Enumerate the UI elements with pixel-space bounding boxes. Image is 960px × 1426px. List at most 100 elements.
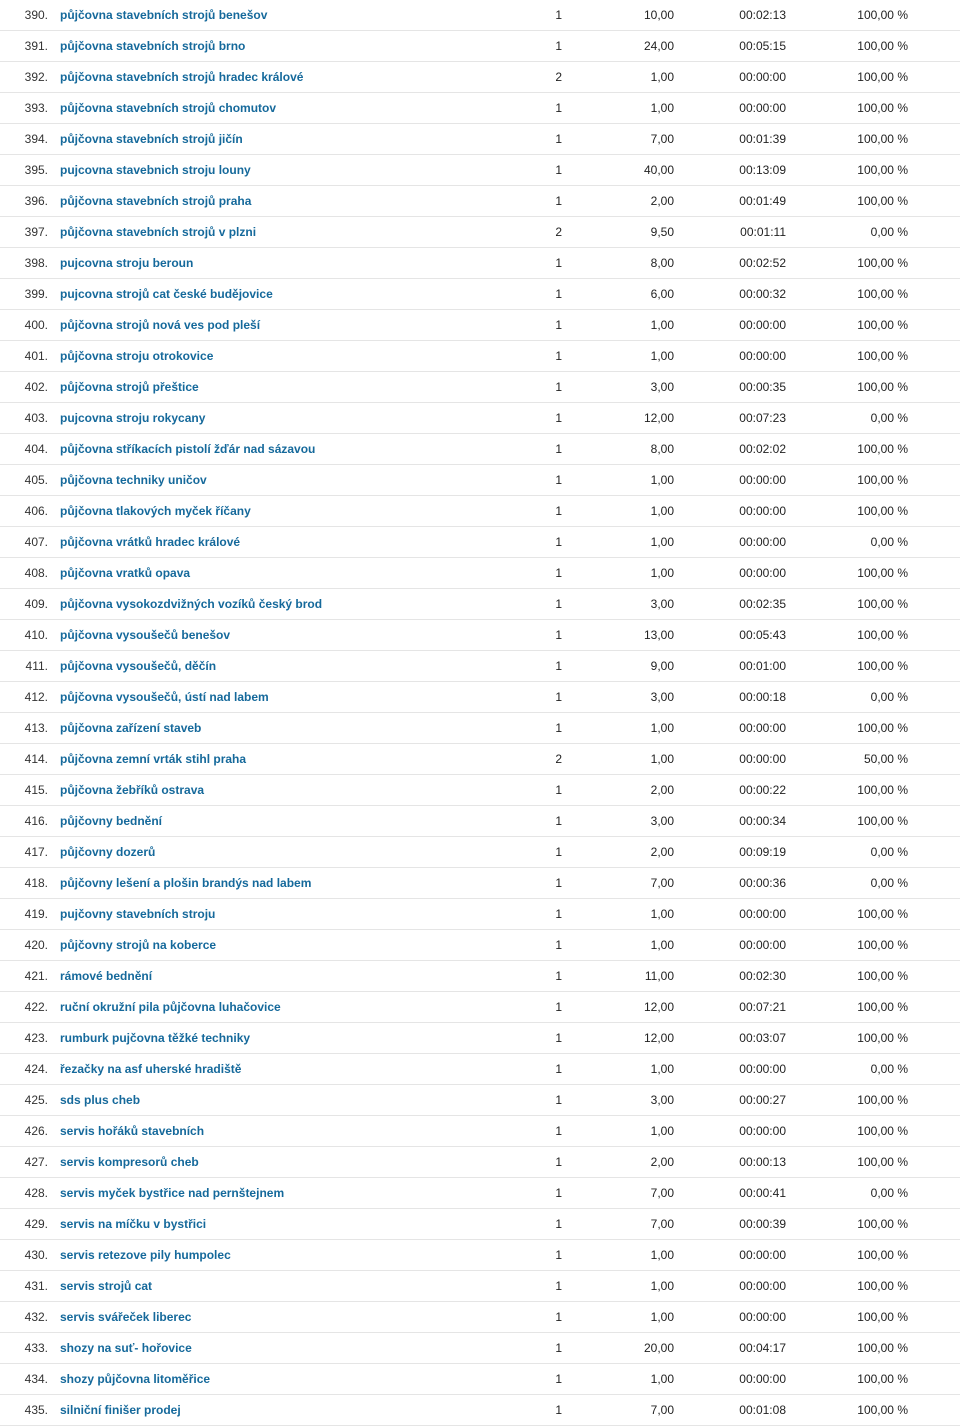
keyword-link[interactable]: pujcovna stavebnich stroju louny [60, 163, 251, 177]
keyword-link[interactable]: pujcovna stroju beroun [60, 256, 193, 270]
keyword-link[interactable]: shozy půjčovna litoměřice [60, 1372, 210, 1386]
keyword-cell: pujcovna stroju beroun [54, 248, 486, 279]
keyword-link[interactable]: půjčovna stavebních strojů chomutov [60, 101, 276, 115]
keyword-cell: půjčovna stavebních strojů jičín [54, 124, 486, 155]
keyword-link[interactable]: rámové bednění [60, 969, 152, 983]
pages-per-visit-cell: 1,00 [568, 558, 680, 589]
keyword-link[interactable]: půjčovna zemní vrták stihl praha [60, 752, 246, 766]
keyword-link[interactable]: půjčovna vrátků hradec králové [60, 535, 240, 549]
keyword-link[interactable]: rumburk pujčovna těžké techniky [60, 1031, 250, 1045]
keyword-cell: shozy půjčovna litoměřice [54, 1364, 486, 1395]
table-row: 409.půjčovna vysokozdvižných vozíků česk… [0, 589, 960, 620]
keyword-link[interactable]: půjčovna vysokozdvižných vozíků český br… [60, 597, 322, 611]
keyword-cell: půjčovna vysoušečů, děčín [54, 651, 486, 682]
pages-per-visit-cell: 24,00 [568, 31, 680, 62]
keyword-link[interactable]: půjčovna vysoušečů benešov [60, 628, 230, 642]
visits-cell: 1 [486, 496, 568, 527]
table-row: 397.půjčovna stavebních strojů v plzni29… [0, 217, 960, 248]
row-index: 397. [0, 217, 54, 248]
keyword-link[interactable]: pujčovny stavebních stroju [60, 907, 215, 921]
table-row: 399.pujcovna strojů cat české budějovice… [0, 279, 960, 310]
avg-duration-cell: 00:13:09 [680, 155, 792, 186]
row-index: 402. [0, 372, 54, 403]
row-index: 395. [0, 155, 54, 186]
table-row: 390.půjčovna stavebních strojů benešov11… [0, 0, 960, 31]
keyword-cell: půjčovny dozerů [54, 837, 486, 868]
row-index: 434. [0, 1364, 54, 1395]
row-index: 412. [0, 682, 54, 713]
keyword-link[interactable]: půjčovna techniky uničov [60, 473, 207, 487]
keyword-link[interactable]: půjčovna stavebních strojů praha [60, 194, 251, 208]
row-index: 404. [0, 434, 54, 465]
pages-per-visit-cell: 1,00 [568, 899, 680, 930]
keyword-link[interactable]: pujcovna stroju rokycany [60, 411, 205, 425]
keyword-link[interactable]: půjčovny strojů na koberce [60, 938, 216, 952]
row-index: 394. [0, 124, 54, 155]
keyword-link[interactable]: půjčovna stavebních strojů brno [60, 39, 245, 53]
avg-duration-cell: 00:07:21 [680, 992, 792, 1023]
keyword-link[interactable]: sds plus cheb [60, 1093, 140, 1107]
keyword-link[interactable]: servis hořáků stavebních [60, 1124, 204, 1138]
row-index: 416. [0, 806, 54, 837]
keyword-cell: půjčovna stavebních strojů brno [54, 31, 486, 62]
keyword-link[interactable]: půjčovna stavebních strojů hradec králov… [60, 70, 303, 84]
keyword-link[interactable]: půjčovny bednění [60, 814, 162, 828]
keyword-link[interactable]: půjčovna stavebních strojů v plzni [60, 225, 256, 239]
keyword-link[interactable]: půjčovna vysoušečů, ústí nad labem [60, 690, 269, 704]
keyword-link[interactable]: půjčovny dozerů [60, 845, 155, 859]
new-visits-percent-cell: 0,00 % [792, 1178, 914, 1209]
new-visits-percent-cell: 100,00 % [792, 434, 914, 465]
pages-per-visit-cell: 1,00 [568, 527, 680, 558]
keyword-cell: půjčovna stavebních strojů chomutov [54, 93, 486, 124]
table-row: 404. půjčovna stříkacích pistolí žďár nad… [0, 434, 960, 465]
keyword-link[interactable]: půjčovna stavebních strojů benešov [60, 8, 267, 22]
bounce-rate-cell: 100,00 % [914, 899, 960, 930]
new-visits-percent-cell: 0,00 % [792, 1054, 914, 1085]
keyword-cell: servis hořáků stavebních [54, 1116, 486, 1147]
keyword-link[interactable]: servis kompresorů cheb [60, 1155, 199, 1169]
keyword-cell: půjčovna stříkacích pistolí žďár nad sáz… [54, 434, 486, 465]
keyword-link[interactable]: půjčovna strojů přeštice [60, 380, 199, 394]
bounce-rate-cell: 100,00 % [914, 496, 960, 527]
pages-per-visit-cell: 20,00 [568, 1333, 680, 1364]
keyword-link[interactable]: půjčovny lešení a plošin brandýs nad lab… [60, 876, 311, 890]
keyword-link[interactable]: servis svářeček liberec [60, 1310, 191, 1324]
table-row: 391.půjčovna stavebních strojů brno124,0… [0, 31, 960, 62]
bounce-rate-cell: 100,00 % [914, 527, 960, 558]
keyword-cell: půjčovna strojů nová ves pod pleší [54, 310, 486, 341]
keyword-link[interactable]: půjčovna zařízení staveb [60, 721, 201, 735]
keyword-link[interactable]: půjčovna strojů nová ves pod pleší [60, 318, 260, 332]
bounce-rate-cell: 0,00 % [914, 31, 960, 62]
avg-duration-cell: 00:00:00 [680, 744, 792, 775]
avg-duration-cell: 00:00:00 [680, 899, 792, 930]
avg-duration-cell: 00:00:00 [680, 1364, 792, 1395]
keyword-link[interactable]: pujcovna strojů cat české budějovice [60, 287, 273, 301]
keyword-link[interactable]: shozy na suť- hořovice [60, 1341, 192, 1355]
pages-per-visit-cell: 3,00 [568, 806, 680, 837]
keyword-link[interactable]: servis retezove pily humpolec [60, 1248, 231, 1262]
keyword-cell: půjčovna tlakových myček říčany [54, 496, 486, 527]
keyword-link[interactable]: ruční okružní pila půjčovna luhačovice [60, 1000, 281, 1014]
pages-per-visit-cell: 7,00 [568, 124, 680, 155]
keyword-link[interactable]: servis na míčku v bystřici [60, 1217, 206, 1231]
visits-cell: 1 [486, 899, 568, 930]
keyword-link[interactable]: půjčovna vysoušečů, děčín [60, 659, 216, 673]
new-visits-percent-cell: 100,00 % [792, 806, 914, 837]
row-index: 414. [0, 744, 54, 775]
keyword-link[interactable]: půjčovna stavebních strojů jičín [60, 132, 243, 146]
row-index: 422. [0, 992, 54, 1023]
pages-per-visit-cell: 3,00 [568, 1085, 680, 1116]
keyword-link[interactable]: řezačky na asf uherské hradiště [60, 1062, 241, 1076]
avg-duration-cell: 00:05:15 [680, 31, 792, 62]
keyword-link[interactable]: půjčovna tlakových myček říčany [60, 504, 251, 518]
row-index: 410. [0, 620, 54, 651]
keyword-link[interactable]: půjčovna žebříků ostrava [60, 783, 204, 797]
keyword-link[interactable]: půjčovna vratků opava [60, 566, 190, 580]
new-visits-percent-cell: 50,00 % [792, 744, 914, 775]
keyword-link[interactable]: silniční finišer prodej [60, 1403, 181, 1417]
keyword-link[interactable]: půjčovna stroju otrokovice [60, 349, 213, 363]
keyword-link[interactable]: servis strojů cat [60, 1279, 152, 1293]
keyword-link[interactable]: servis myček bystřice nad pernštejnem [60, 1186, 284, 1200]
keyword-link[interactable]: půjčovna stříkacích pistolí žďár nad sáz… [60, 442, 315, 456]
pages-per-visit-cell: 1,00 [568, 930, 680, 961]
